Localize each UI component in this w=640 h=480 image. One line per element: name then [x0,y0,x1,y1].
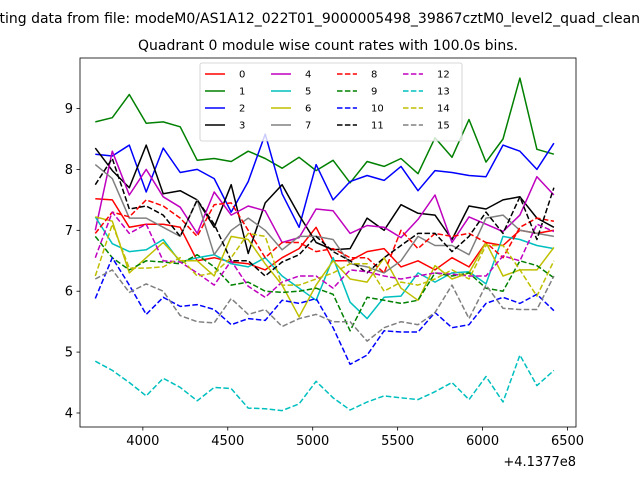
series-line-10 [94,256,555,366]
series-line-12 [94,211,555,299]
legend-label-7: 7 [305,121,311,132]
x-tick-label: 4000 [126,434,159,449]
legend-label-5: 5 [305,87,311,98]
legend-label-1: 1 [239,87,245,98]
legend-label-8: 8 [371,70,377,81]
series-line-2 [95,133,555,229]
legend-label-3: 3 [239,121,245,132]
series-line-15 [94,269,555,342]
legend-label-0: 0 [239,70,245,81]
series-line-14 [94,223,555,297]
series-line-13 [94,354,555,412]
y-tick-label: 4 [65,406,73,421]
x-axis-offset-label: +4.1377e8 [503,455,576,470]
series-line-9 [94,235,555,332]
x-tick-label: 4500 [211,434,244,449]
series-line-1 [95,77,555,184]
y-tick-label: 7 [65,224,73,239]
legend-label-10: 10 [371,104,384,115]
legend-label-13: 13 [437,87,450,98]
y-tick-label: 6 [65,285,73,300]
series-line-7 [94,164,555,274]
x-tick-label: 5500 [381,434,414,449]
x-tick-label: 6000 [466,434,499,449]
figure-suptitle: Plotting data from file: modeM0/AS1A12_0… [0,11,640,27]
legend-label-12: 12 [437,70,450,81]
series-line-3 [94,144,555,255]
legend-label-14: 14 [437,104,450,115]
series-line-8 [94,199,555,274]
series-line-11 [94,157,555,277]
y-tick-label: 8 [65,163,73,178]
legend-label-9: 9 [371,87,377,98]
x-tick-label: 6500 [551,434,584,449]
legend-box [199,62,463,142]
series-line-6 [95,216,555,318]
chart-title: Quadrant 0 module wise count rates with … [138,38,518,54]
x-tick-label: 5000 [296,434,329,449]
y-tick-label: 5 [65,346,73,361]
legend-label-6: 6 [305,104,311,115]
y-tick-label: 9 [65,102,73,117]
plot-frame [79,57,577,428]
legend-label-2: 2 [239,104,245,115]
series-lines [94,77,555,412]
y-axis: 4 5 6 7 8 9 [65,102,80,421]
legend-label-15: 15 [437,121,450,132]
legend-label-4: 4 [305,70,311,81]
x-axis: 4000 4500 5000 5500 6000 6500 [126,427,584,449]
legend-label-11: 11 [371,121,384,132]
series-line-4 [94,150,555,244]
